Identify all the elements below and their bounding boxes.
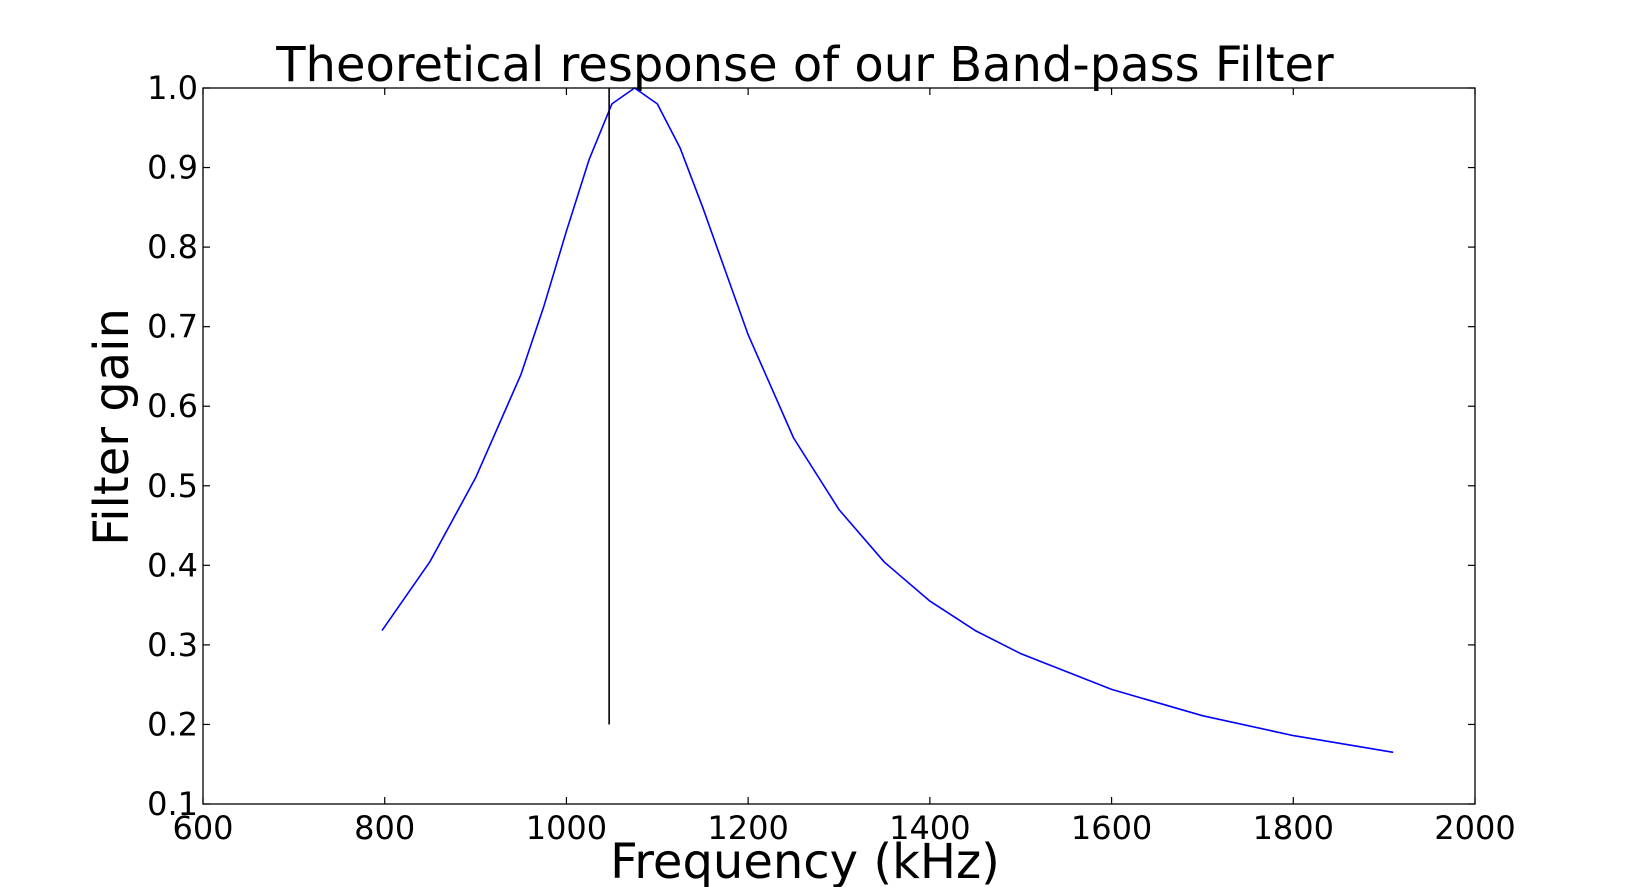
y-tick-label: 0.4 <box>147 546 198 584</box>
x-tick-label: 1400 <box>889 809 970 847</box>
x-tick-label: 2000 <box>1434 809 1515 847</box>
x-axis-label: Frequency (kHz) <box>610 834 1000 887</box>
y-tick-label: 0.6 <box>147 387 198 425</box>
x-tick-label: 1600 <box>1071 809 1152 847</box>
plot-frame <box>202 87 1476 805</box>
y-axis-label: Filter gain <box>84 308 140 546</box>
y-tick-label: 0.1 <box>147 785 198 823</box>
x-tick-label: 1800 <box>1253 809 1334 847</box>
y-tick-label: 1.0 <box>147 69 198 107</box>
y-tick-label: 0.8 <box>147 228 198 266</box>
y-tick-label: 0.2 <box>147 705 198 743</box>
x-tick-label: 1000 <box>526 809 607 847</box>
x-tick-label: 600 <box>172 809 233 847</box>
y-tick-label: 0.5 <box>147 467 198 505</box>
plot-area: 600 800 1000 1200 1400 1600 1800 2000 0.1 0.2 0.3 0… <box>147 69 1516 847</box>
series-line-0 <box>381 87 1394 754</box>
y-tick-label: 0.9 <box>147 149 198 187</box>
chart-title: Theoretical response of our Band-pass Fi… <box>275 37 1334 93</box>
x-tick-label: 800 <box>354 809 415 847</box>
x-tick-label: 1200 <box>707 809 788 847</box>
y-tick-label: 0.3 <box>147 626 198 664</box>
y-tick-label: 0.7 <box>147 308 198 346</box>
